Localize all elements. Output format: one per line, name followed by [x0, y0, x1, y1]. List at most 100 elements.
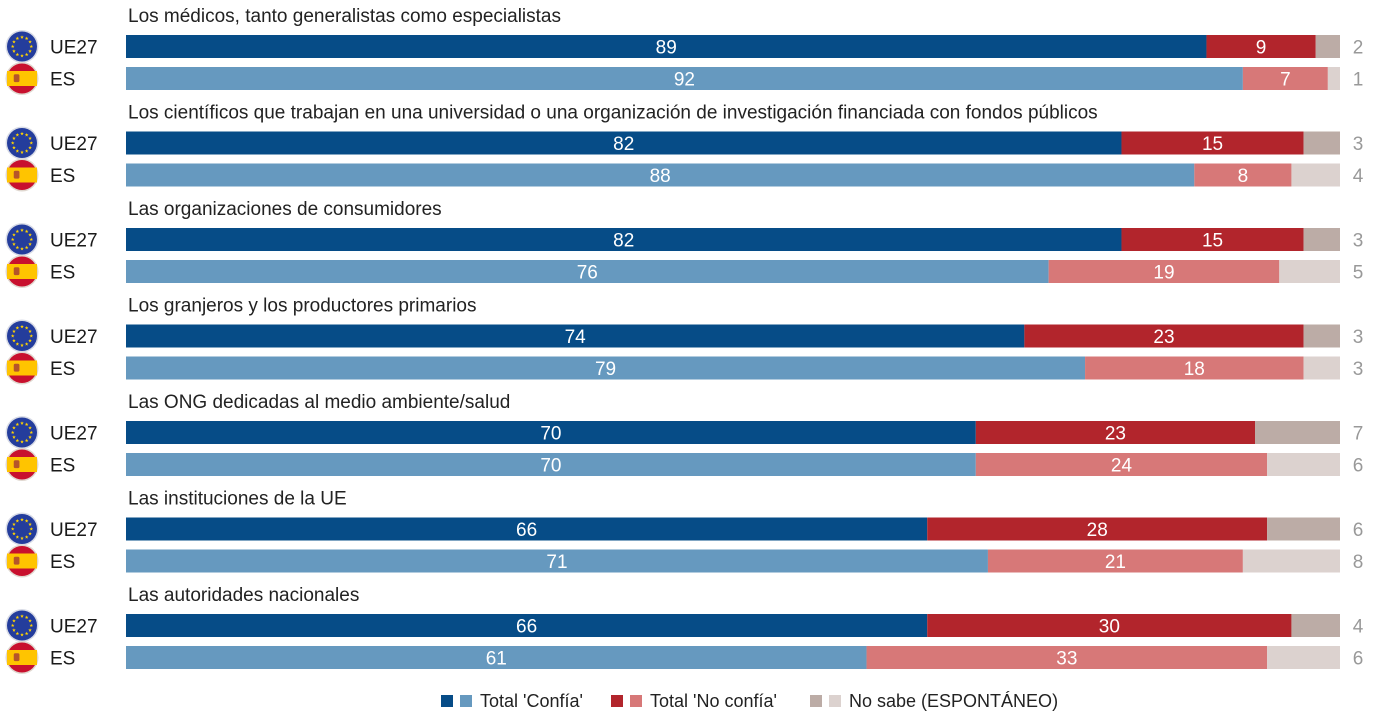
bar-segment — [126, 421, 976, 444]
eu-flag-star — [10, 237, 15, 242]
bar-segment — [1291, 163, 1340, 187]
bar-row: ES 70 24 6 — [5, 448, 1363, 481]
eu-flag-star — [24, 229, 29, 233]
eu-flag-star — [29, 527, 34, 531]
es-flag-band — [7, 71, 37, 86]
group-title: Los científicos que trabajan en una univ… — [128, 103, 1098, 124]
bar-segment — [126, 646, 867, 669]
spain-flag-icon — [5, 255, 39, 288]
eu-flag-star — [15, 52, 20, 57]
eu-flag-star — [15, 519, 20, 523]
bar-segment — [1048, 260, 1280, 283]
eu-flag-star — [10, 527, 15, 531]
es-flag-emblem — [13, 653, 20, 662]
eu-flag-star — [12, 522, 16, 526]
data-label: 71 — [546, 552, 567, 573]
eu-flag-star — [28, 136, 32, 140]
eu-flag-star — [28, 618, 32, 623]
data-label: 3 — [1353, 134, 1364, 155]
data-label: 4 — [1353, 617, 1364, 638]
eu-flag-star — [12, 338, 16, 343]
bar-segment — [126, 356, 1086, 380]
eu-flag-star — [15, 229, 20, 233]
es-flag-band — [7, 264, 37, 279]
eu-flag-star — [20, 131, 24, 136]
data-label: 74 — [565, 327, 587, 348]
data-label: 19 — [1153, 263, 1174, 284]
data-label: 61 — [486, 649, 507, 670]
eu-flag-disc — [7, 128, 37, 158]
bar-segment — [126, 549, 988, 573]
data-label: 8 — [1238, 166, 1249, 187]
eu-flag-star — [12, 145, 16, 150]
eu-flag-star — [15, 615, 20, 619]
eu-flag-star — [20, 439, 24, 444]
bar-segment — [975, 453, 1268, 476]
bar-segment — [126, 260, 1049, 283]
bar-segment — [126, 614, 928, 637]
eu-flag-star — [12, 435, 16, 439]
data-label: 92 — [674, 70, 695, 91]
bar-segment — [126, 453, 976, 476]
data-label: 1 — [1353, 70, 1364, 91]
es-flag-emblem — [13, 74, 20, 83]
group-title: Las instituciones de la UE — [128, 489, 347, 510]
bar-segment — [1327, 67, 1340, 90]
data-label: 76 — [577, 263, 598, 284]
spain-flag-icon — [5, 62, 39, 95]
data-label: 7 — [1353, 424, 1364, 445]
eu-flag-star — [12, 232, 16, 237]
eu-flag-star — [28, 39, 32, 44]
es-flag-band — [7, 553, 37, 569]
eu-flag-star — [20, 53, 24, 58]
data-label: 24 — [1111, 456, 1133, 477]
eu-flag-star — [20, 228, 24, 232]
legend-swatch — [810, 695, 822, 707]
chart-group: Los granjeros y los productores primario… — [5, 296, 1363, 385]
data-label: 15 — [1202, 134, 1223, 155]
data-label: 23 — [1153, 327, 1174, 348]
bar-segment — [1121, 228, 1304, 251]
bar-segment — [975, 421, 1256, 444]
row-label: UE27 — [50, 520, 98, 541]
data-label: 23 — [1105, 424, 1126, 445]
eu-flag-star — [28, 329, 32, 333]
eu-flag-star — [15, 535, 20, 539]
chart-group: Las organizaciones de consumidores UE27 82… — [5, 199, 1363, 288]
bar-row: UE27 89 9 2 — [5, 30, 1363, 63]
data-label: 79 — [595, 359, 616, 380]
eu-flag-star — [29, 430, 34, 435]
data-label: 7 — [1280, 70, 1291, 91]
legend: Total 'Confía' Total 'No confía' No sabe (… — [441, 691, 1058, 711]
bar-row: UE27 82 15 3 — [5, 126, 1364, 160]
eu-flag-star — [28, 628, 32, 632]
row-label: ES — [50, 70, 75, 91]
bar-segment — [1267, 517, 1340, 541]
eu-flag-star — [20, 324, 24, 329]
eu-flag-star — [29, 334, 34, 338]
bar-segment — [927, 517, 1268, 541]
eu-flag-star — [20, 343, 24, 347]
eu-flag-star — [12, 425, 16, 430]
eu-flag-star — [12, 329, 16, 333]
spain-flag-icon — [5, 448, 39, 481]
eu-flag-icon — [5, 512, 39, 546]
data-label: 6 — [1353, 649, 1364, 670]
eu-flag-icon — [5, 223, 39, 256]
eu-flag-disc — [7, 417, 37, 448]
bar-segment — [927, 614, 1292, 637]
bar-segment — [1255, 421, 1340, 444]
eu-flag-star — [12, 242, 16, 246]
eu-flag-star — [24, 631, 29, 636]
eu-flag-icon — [5, 30, 39, 63]
bar-row: UE27 66 30 4 — [5, 609, 1364, 642]
bar-segment — [1279, 260, 1340, 283]
bar-segment — [126, 35, 1207, 58]
eu-flag-star — [24, 342, 29, 346]
eu-flag-icon — [5, 609, 39, 642]
es-flag-band — [7, 360, 37, 376]
eu-flag-star — [28, 338, 32, 343]
eu-flag-star — [24, 36, 29, 40]
es-flag-emblem — [13, 363, 20, 372]
chart-groups: Los médicos, tanto generalistas como esp… — [5, 6, 1364, 674]
